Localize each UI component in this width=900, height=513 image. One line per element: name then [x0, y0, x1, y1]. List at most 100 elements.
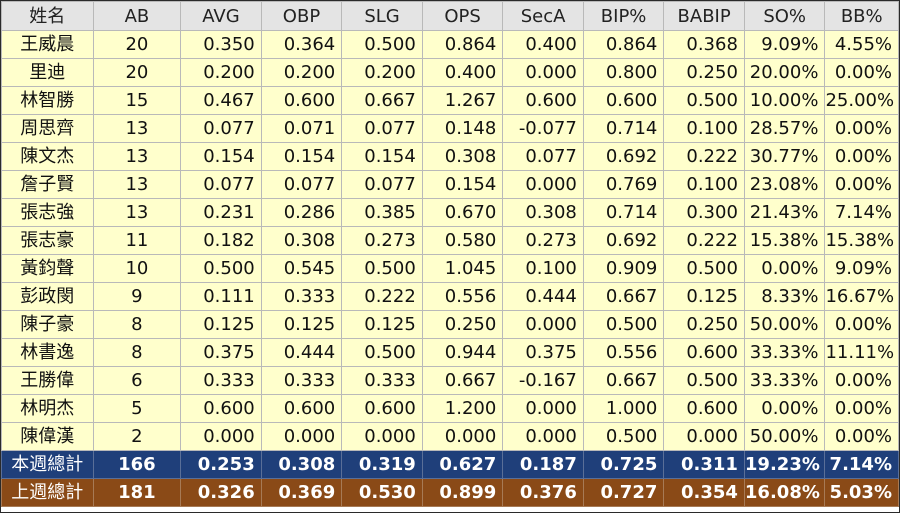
stat-cell: 0.556 — [421, 282, 504, 311]
stat-cell: 0.308 — [260, 226, 343, 255]
stat-cell: 0.000 — [502, 58, 584, 87]
total-stat-cell: 0.530 — [341, 478, 423, 507]
stat-cell: 0.00% — [824, 394, 899, 423]
stat-cell: 0.556 — [582, 338, 665, 367]
stat-cell: 5 — [92, 394, 182, 423]
stat-cell: 0.385 — [341, 198, 423, 227]
stat-cell: 0.222 — [341, 282, 423, 311]
header-row: 姓名 AB AVG OBP SLG OPS SecA BIP% BABIP SO% BB% — [1, 1, 899, 31]
stat-cell: 0.231 — [180, 198, 262, 227]
total-stat-cell: 0.725 — [582, 450, 665, 479]
stat-cell: 0.222 — [663, 226, 745, 255]
stat-cell: 0.125 — [663, 282, 745, 311]
player-name-cell: 里迪 — [1, 58, 94, 87]
column-header: SLG — [341, 1, 423, 31]
stat-cell: 8 — [92, 338, 182, 367]
stat-cell: 0.125 — [341, 310, 423, 339]
table-body: 王威晨 20 0.350 0.364 0.500 0.864 0.400 0.864 0.368… — [1, 30, 899, 451]
stat-cell: 2 — [92, 422, 182, 451]
stat-cell: 0.600 — [663, 394, 745, 423]
stat-cell: 0.200 — [260, 58, 343, 87]
stat-cell: 0.667 — [582, 282, 665, 311]
stat-cell: 25.00% — [824, 86, 899, 115]
player-name-cell: 張志強 — [1, 198, 94, 227]
total-stat-cell: 7.14% — [824, 450, 899, 479]
stat-cell: 0.250 — [421, 310, 504, 339]
stat-cell: 0.00% — [743, 254, 826, 283]
stat-cell: 0.692 — [582, 226, 665, 255]
stat-cell: 0.600 — [260, 394, 343, 423]
player-name-cell: 張志豪 — [1, 226, 94, 255]
stat-cell: 0.667 — [582, 366, 665, 395]
stat-cell: 0.000 — [502, 170, 584, 199]
stat-cell: 20 — [92, 30, 182, 59]
stat-cell: 23.08% — [743, 170, 826, 199]
column-header: BIP% — [582, 1, 665, 31]
stat-cell: 15.38% — [824, 226, 899, 255]
total-label-cell: 上週總計 — [1, 478, 94, 507]
column-header: AB — [92, 1, 182, 31]
stat-cell: 30.77% — [743, 142, 826, 171]
stat-cell: 13 — [92, 198, 182, 227]
player-name-cell: 黃鈞聲 — [1, 254, 94, 283]
total-stat-cell: 0.187 — [502, 450, 584, 479]
stat-cell: 0.864 — [582, 30, 665, 59]
table-row: 張志強 13 0.231 0.286 0.385 0.670 0.308 0.714 0.300… — [1, 198, 899, 227]
stat-cell: 1.200 — [421, 394, 504, 423]
this-week-total-row: 本週總計 166 0.253 0.308 0.319 0.627 0.187 0.725 0.3… — [1, 450, 899, 479]
stat-cell: 0.182 — [180, 226, 262, 255]
stat-cell: 0.333 — [341, 366, 423, 395]
stat-cell: 50.00% — [743, 422, 826, 451]
player-name-cell: 彭政閔 — [1, 282, 94, 311]
stat-cell: 0.000 — [180, 422, 262, 451]
player-name-cell: 林書逸 — [1, 338, 94, 367]
table-row: 王勝偉 6 0.333 0.333 0.333 0.667 -0.167 0.667 0.500… — [1, 366, 899, 395]
player-name-cell: 詹子賢 — [1, 170, 94, 199]
stat-cell: 7.14% — [824, 198, 899, 227]
stat-cell: 0.077 — [260, 170, 343, 199]
stat-cell: 0.500 — [180, 254, 262, 283]
stat-cell: 0.000 — [421, 422, 504, 451]
table-row: 陳子豪 8 0.125 0.125 0.125 0.250 0.000 0.500 0.250 5… — [1, 310, 899, 339]
stat-cell: 21.43% — [743, 198, 826, 227]
stat-cell: 0.600 — [663, 338, 745, 367]
stat-cell: -0.167 — [502, 366, 584, 395]
column-header: AVG — [180, 1, 262, 31]
player-name-cell: 陳偉漢 — [1, 422, 94, 451]
stat-cell: 0.111 — [180, 282, 262, 311]
table-totals: 本週總計 166 0.253 0.308 0.319 0.627 0.187 0.725 0.3… — [1, 450, 899, 507]
total-stat-cell: 16.08% — [743, 478, 826, 507]
stat-cell: 33.33% — [743, 366, 826, 395]
stat-cell: 28.57% — [743, 114, 826, 143]
player-name-cell: 周思齊 — [1, 114, 94, 143]
stat-cell: 9.09% — [824, 254, 899, 283]
stat-cell: -0.077 — [502, 114, 584, 143]
stat-cell: 0.000 — [502, 310, 584, 339]
total-stat-cell: 0.253 — [180, 450, 262, 479]
stat-cell: 0.000 — [260, 422, 343, 451]
total-stat-cell: 0.319 — [341, 450, 423, 479]
stat-cell: 0.000 — [502, 394, 584, 423]
stat-cell: 0.000 — [502, 422, 584, 451]
stat-cell: 0.545 — [260, 254, 343, 283]
stat-cell: 16.67% — [824, 282, 899, 311]
stat-cell: 15 — [92, 86, 182, 115]
player-name-cell: 林明杰 — [1, 394, 94, 423]
stat-cell: 0.333 — [260, 282, 343, 311]
stat-cell: 0.000 — [341, 422, 423, 451]
total-stat-cell: 0.308 — [260, 450, 343, 479]
stat-cell: 0.077 — [180, 114, 262, 143]
stat-cell: 0.500 — [663, 86, 745, 115]
stat-cell: 0.692 — [582, 142, 665, 171]
total-stat-cell: 0.369 — [260, 478, 343, 507]
player-name-cell: 王勝偉 — [1, 366, 94, 395]
stat-cell: 0.714 — [582, 198, 665, 227]
stat-cell: 0.444 — [502, 282, 584, 311]
stat-cell: 0.368 — [663, 30, 745, 59]
total-stat-cell: 0.627 — [421, 450, 504, 479]
stat-cell: 50.00% — [743, 310, 826, 339]
stat-cell: 0.500 — [582, 422, 665, 451]
stat-cell: 0.222 — [663, 142, 745, 171]
stat-cell: 0.600 — [582, 86, 665, 115]
